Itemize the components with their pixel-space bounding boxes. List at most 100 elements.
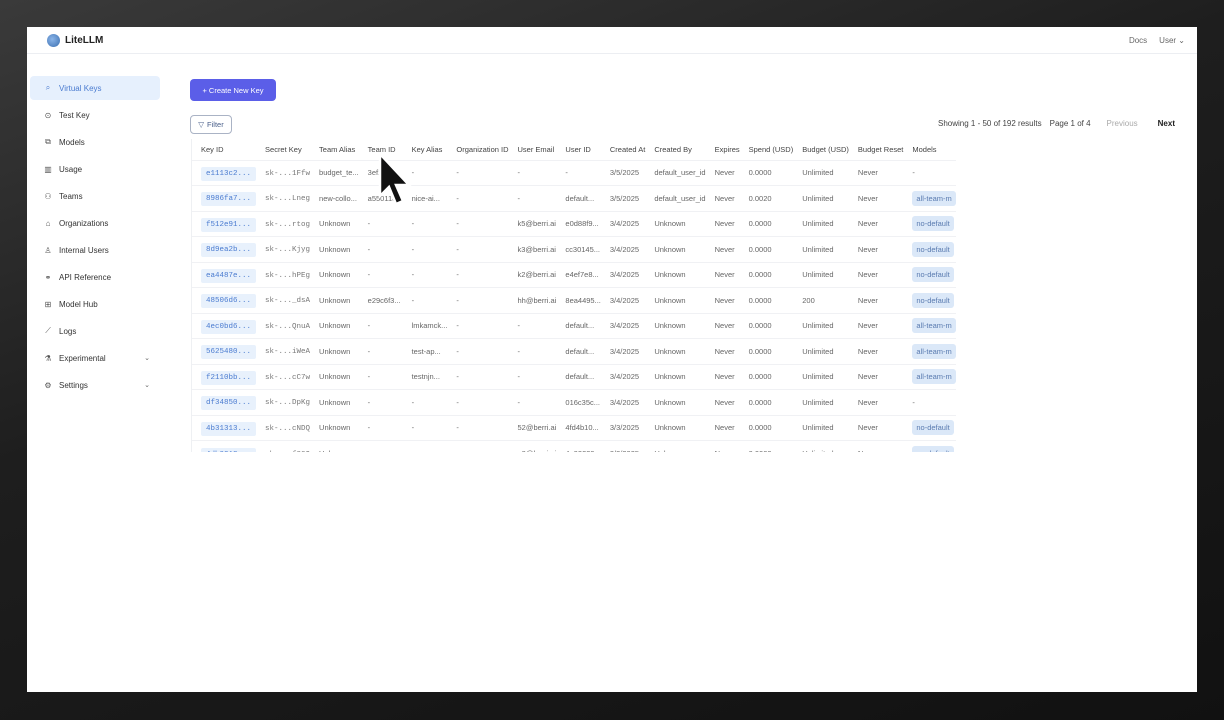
sidebar-item-internal-users[interactable]: ♙ Internal Users [30, 238, 160, 262]
table-cell: 3/4/2025 [600, 338, 646, 364]
sidebar-item-test-key[interactable]: ⊙ Test Key [30, 103, 160, 127]
cell-value: - [456, 244, 459, 254]
model-badge: no-default [912, 292, 954, 308]
table-cell: k2@berri.ai [508, 261, 557, 288]
column-header[interactable]: Team Alias [319, 144, 356, 154]
cell-value: Unlimited [802, 423, 834, 433]
column-header[interactable]: Created At [609, 144, 646, 154]
table-cell: no-default [903, 261, 956, 288]
search-icon: ⌕ [45, 83, 51, 92]
table-cell: 4ec0bd6... [192, 312, 257, 339]
cell-value: test-ap... [411, 346, 441, 356]
key-id-link[interactable]: df34850... [201, 396, 257, 411]
sidebar-item-models[interactable]: ⧉ Models [30, 130, 160, 154]
table-cell: 48506d6... [192, 287, 257, 313]
logo[interactable]: LiteLLM [47, 33, 104, 47]
sidebar-item-model-hub[interactable]: ⊞ Model Hub [30, 292, 160, 316]
cell-value: Unlimited [802, 397, 834, 407]
key-id-link[interactable]: f2110bb... [201, 370, 257, 385]
cell-value: - [456, 168, 459, 178]
sidebar-item-logs[interactable]: ⟋ Logs [30, 319, 160, 343]
cell-value: - [411, 295, 415, 305]
table-cell: 3/4/2025 [600, 287, 646, 313]
key-id-link[interactable]: ea4487e... [201, 268, 257, 283]
table-cell: 0.0000 [739, 414, 794, 441]
column-header[interactable]: User Email [517, 144, 555, 154]
column-header[interactable]: Organization ID [456, 144, 509, 154]
sidebar-item-settings[interactable]: ⚙ Settings ⌄ [30, 373, 160, 397]
cell-value: 8ea4495... [565, 295, 601, 305]
table-cell: Unknown [645, 287, 706, 313]
table-cell: 0.0000 [739, 210, 794, 237]
sidebar-item-virtual-keys[interactable]: ⌕ Virtual Keys [30, 76, 160, 100]
cell-value: sk-...cC7w [265, 373, 311, 382]
chevron-down-icon[interactable]: ⌄ [144, 355, 150, 362]
cell-value: Unlimited [802, 193, 834, 203]
key-id-link[interactable]: 4b31313... [201, 421, 257, 436]
sidebar-item-organizations[interactable]: ⌂ Organizations [30, 211, 160, 235]
cell-value: 3/5/2025 [609, 193, 640, 203]
column-header[interactable]: Models [912, 144, 937, 154]
column-header[interactable]: Budget Reset [857, 144, 904, 154]
column-header[interactable]: Budget (USD) [802, 144, 849, 154]
cell-value: 3/4/2025 [609, 372, 640, 382]
key-id-link[interactable]: e1113c2... [201, 166, 257, 181]
cell-value: - [456, 321, 459, 331]
column-header[interactable]: Created By [654, 144, 692, 154]
page-indicator: Page 1 of 4 [1049, 119, 1091, 128]
key-id-link[interactable]: 4ec0bd6... [201, 319, 257, 334]
cell-value: Never [714, 168, 735, 178]
cell-value: default... [565, 321, 595, 331]
column-header[interactable]: Expires [714, 144, 740, 154]
next-button[interactable]: Next [1157, 119, 1175, 128]
table-cell: Unknown [310, 210, 359, 237]
cell-value: Unknown [319, 219, 351, 229]
cell-value: Unknown [654, 270, 686, 280]
cell-value: Never [857, 295, 878, 305]
table-cell: - [447, 159, 509, 186]
sidebar-item-teams[interactable]: ⚇ Teams [30, 184, 160, 208]
table-cell: Unknown [310, 287, 359, 313]
column-header[interactable]: Key ID [201, 144, 224, 154]
cell-value: - [456, 193, 459, 203]
table-cell: - [508, 363, 557, 390]
cell-value: e4ef7e8... [565, 270, 599, 280]
table-cell: new-collo... [310, 185, 359, 211]
table-cell: - [402, 236, 448, 262]
table-cell: sk-...DpKg [256, 389, 311, 415]
cell-value: Never [715, 449, 735, 452]
cell-value: Unknown [319, 372, 351, 382]
column-header[interactable]: Team ID [367, 144, 396, 154]
key-id-link[interactable]: 48506d6... [201, 294, 257, 309]
user-menu[interactable]: User ⌄ [1159, 36, 1185, 45]
chevron-down-icon[interactable]: ⌄ [144, 382, 150, 389]
sidebar-item-experimental[interactable]: ⚗ Experimental ⌄ [30, 346, 160, 370]
table-cell: Unlimited [793, 185, 849, 211]
sidebar-item-label: Virtual Keys [59, 83, 102, 93]
table-cell: - [447, 338, 509, 364]
column-header[interactable]: Key Alias [411, 144, 443, 154]
create-new-key-button[interactable]: + Create New Key [190, 79, 276, 101]
table-cell: - [447, 414, 509, 441]
filter-label: Filter [207, 120, 224, 129]
previous-button[interactable]: Previous [1106, 119, 1138, 128]
table-cell: - [402, 159, 448, 186]
key-id-link[interactable]: 8986fa7... [201, 192, 257, 207]
column-header[interactable]: Secret Key [265, 144, 302, 154]
key-id-link[interactable]: f512e91... [201, 217, 257, 232]
play-circle-icon: ⊙ [44, 110, 52, 120]
cell-value: - [411, 168, 415, 178]
table-cell: Unknown [310, 414, 359, 441]
column-header[interactable]: Spend (USD) [748, 144, 794, 154]
app-name: LiteLLM [65, 34, 104, 46]
docs-link[interactable]: Docs [1128, 35, 1148, 45]
key-id-link[interactable]: 5625480... [201, 345, 257, 360]
key-id-link[interactable]: 8d9ea2b... [201, 243, 257, 258]
sidebar-item-usage[interactable]: ▥ Usage [30, 157, 160, 181]
key-id-link[interactable]: 4db0218... [201, 447, 257, 452]
sidebar-item-api-reference[interactable]: ⚭ API Reference [30, 265, 160, 289]
column-header[interactable]: User ID [565, 144, 591, 154]
filter-button[interactable]: ▽ Filter [190, 115, 232, 134]
model-badge: all-team-m [912, 318, 956, 334]
table-cell: default... [556, 338, 601, 364]
